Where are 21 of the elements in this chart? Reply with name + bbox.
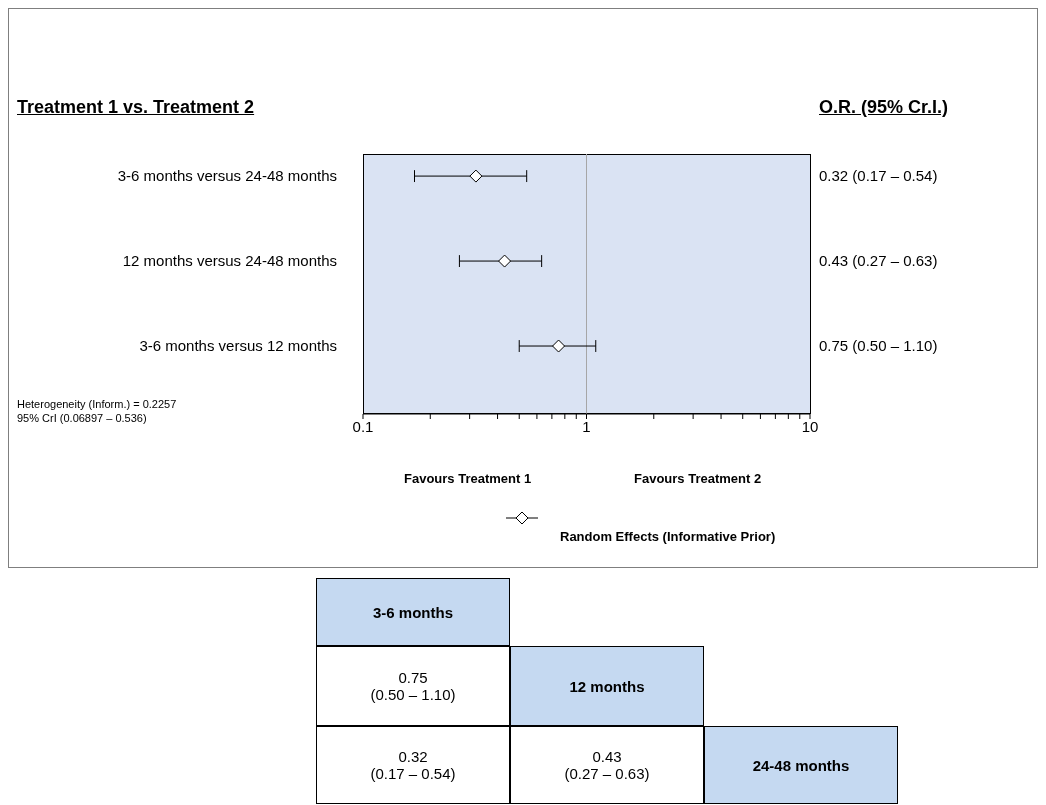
text: O.R. (95% Cr.I.): [819, 97, 949, 118]
category-label: 3-6 months: [316, 578, 510, 646]
text: 0.75 (0.50 – 1.10): [370, 669, 456, 703]
text: Favours Treatment 1: [404, 471, 532, 486]
text: Treatment 1 vs. Treatment 2: [17, 97, 255, 118]
text: Heterogeneity (Inform.) = 0.2257 95% CrI (0.06897 – 0.536): [17, 397, 177, 425]
x-tick-label: 1: [582, 417, 591, 435]
data-label: 0.75 (0.50 – 1.10): [819, 337, 938, 355]
category-label: 12 months: [510, 646, 704, 726]
y-tick-label: 3-6 months versus 12 months: [139, 337, 337, 355]
y-tick-label: 3-6 months versus 24-48 months: [117, 167, 337, 185]
data-label: 0.43 (0.27 – 0.63): [819, 252, 938, 270]
x-tick-label: 0.1: [352, 417, 374, 435]
text: 0.32 (0.17 – 0.54): [370, 748, 456, 782]
y-tick-label: 12 months versus 24-48 months: [122, 252, 337, 270]
text: Favours Treatment 2: [634, 471, 762, 486]
x-tick-label: 10: [801, 417, 819, 435]
text: Random Effects (Informative Prior): [560, 529, 776, 544]
category-label: 24-48 months: [704, 726, 898, 804]
data-label: 0.32 (0.17 – 0.54): [819, 167, 938, 185]
text: 0.43 (0.27 – 0.63): [564, 748, 650, 782]
